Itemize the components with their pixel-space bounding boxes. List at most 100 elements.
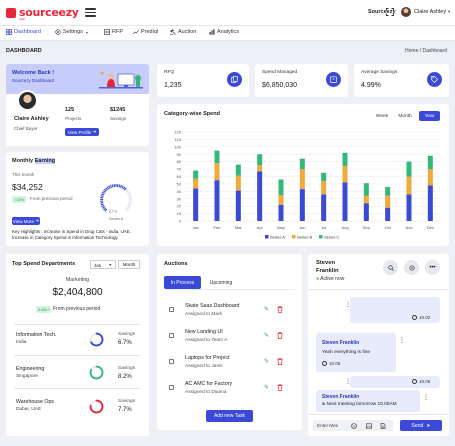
bar-segment[interactable] [235, 190, 241, 221]
bar-segment[interactable] [385, 195, 391, 208]
bar-segment[interactable] [363, 195, 369, 204]
auction-item[interactable]: AC AMC for Factory Assigned to Dianna ✎ [157, 378, 302, 404]
task-checkbox[interactable] [169, 385, 174, 390]
bar-segment[interactable] [427, 185, 433, 221]
bar-segment[interactable] [193, 188, 199, 221]
y-tick-label: 30 [177, 196, 182, 201]
nav-settings[interactable]: Settings ▾ [55, 29, 88, 35]
auction-item[interactable]: Skate Saas Dashboard Assigned to Mark ✎ [157, 300, 302, 326]
message-menu-icon[interactable]: ⋮ [345, 379, 351, 385]
bar-segment[interactable] [214, 150, 220, 164]
nav-analytics[interactable]: Analytics [209, 29, 239, 35]
message-input[interactable]: Enter Mes [313, 420, 393, 431]
tab-year[interactable]: Year [419, 111, 440, 121]
nav-prediql[interactable]: Prediql [133, 29, 158, 35]
nav-rfp[interactable]: RFP [104, 29, 123, 35]
breadcrumb-home[interactable]: Home [405, 48, 419, 54]
bar-segment[interactable] [427, 169, 433, 186]
tab-upcoming[interactable]: Upcoming [209, 279, 233, 286]
bar-segment[interactable] [406, 176, 412, 195]
savings-value: 8.2% [118, 374, 132, 380]
delete-icon[interactable] [277, 332, 283, 339]
chat-message-incoming: Steven Franklin Yeah everything is fine … [316, 333, 396, 372]
bar-segment[interactable] [257, 165, 263, 172]
tab-month[interactable]: Month [398, 113, 412, 119]
y-tick-label: 50 [177, 181, 182, 186]
delete-icon[interactable] [277, 384, 283, 391]
month-toggle[interactable]: Month [118, 260, 140, 269]
legend-label[interactable]: Series A [270, 234, 285, 239]
delete-icon[interactable] [277, 358, 283, 365]
bar-segment[interactable] [342, 166, 348, 183]
delete-icon[interactable] [277, 306, 283, 313]
bar-segment[interactable] [257, 171, 263, 221]
view-more-button[interactable]: View More ➔ [12, 217, 40, 225]
x-tick-label: Sep [363, 225, 371, 230]
bar-segment[interactable] [299, 169, 305, 190]
bar-segment[interactable] [321, 194, 327, 221]
bar-segment[interactable] [235, 175, 241, 191]
message-menu-icon[interactable]: ⋮ [399, 338, 405, 344]
image-icon[interactable] [366, 423, 372, 429]
chat-more-button[interactable]: ••• [425, 260, 440, 275]
bar-segment[interactable] [193, 178, 199, 189]
auction-item[interactable]: Laptops for Project Assigned to Janis ✎ [157, 352, 302, 378]
auction-item[interactable]: New Landing UI Assigned to Team A ✎ [157, 326, 302, 352]
bar-segment[interactable] [257, 154, 263, 166]
bar-segment[interactable] [193, 170, 199, 179]
bar-segment[interactable] [214, 163, 220, 181]
bar-segment[interactable] [427, 155, 433, 170]
bar-segment[interactable] [299, 158, 305, 170]
y-tick-label: 110 [175, 137, 182, 142]
emoji-icon[interactable] [351, 422, 357, 429]
bar-segment[interactable] [214, 180, 220, 221]
task-checkbox[interactable] [169, 333, 174, 338]
message-text: & Next meeting tomorrow 10.00AM [322, 402, 397, 407]
projects-label: Projects [65, 116, 82, 121]
nav-auction[interactable]: Auction [170, 29, 196, 35]
legend-label[interactable]: Series C [324, 234, 339, 239]
user-avatar[interactable] [401, 7, 411, 17]
gauge-tick [104, 208, 108, 212]
bar-segment[interactable] [342, 182, 348, 221]
edit-icon[interactable]: ✎ [264, 307, 270, 313]
bar-segment[interactable] [278, 195, 284, 205]
bar-segment[interactable] [321, 172, 327, 181]
edit-icon[interactable]: ✎ [264, 359, 270, 365]
bar-segment[interactable] [385, 207, 391, 221]
bar-segment[interactable] [363, 183, 369, 196]
legend-label[interactable]: Series B [297, 234, 312, 239]
task-checkbox[interactable] [169, 359, 174, 364]
bar-segment[interactable] [299, 189, 305, 221]
bar-segment[interactable] [406, 194, 412, 221]
chat-settings-button[interactable] [404, 260, 419, 275]
edit-icon[interactable]: ✎ [264, 385, 270, 391]
hamburger-menu-icon[interactable] [85, 8, 96, 17]
bar-segment[interactable] [278, 204, 284, 221]
message-menu-icon[interactable]: ⋮ [345, 302, 351, 308]
user-menu[interactable]: Claire Ashley▼ [414, 9, 451, 15]
tab-in-process[interactable]: In Process [164, 276, 201, 289]
add-task-button[interactable]: Add new Task [206, 410, 253, 422]
fullscreen-icon[interactable] [386, 8, 394, 16]
bar-segment[interactable] [363, 203, 369, 221]
bar-segment[interactable] [321, 180, 327, 195]
edit-icon[interactable]: ✎ [264, 333, 270, 339]
nav-dashboard[interactable]: Dashboard [6, 29, 41, 35]
message-menu-icon[interactable]: ⋮ [423, 395, 429, 401]
task-checkbox[interactable] [169, 307, 174, 312]
month-select[interactable]: Jan ▼ [90, 260, 116, 269]
savings-ring [89, 399, 104, 414]
brand-logo[interactable]: sourceezy GEP [6, 6, 79, 21]
bar-segment[interactable] [342, 152, 348, 167]
view-profile-button[interactable]: View Profile ➔ [65, 128, 99, 136]
file-icon[interactable] [380, 422, 386, 429]
bar-segment[interactable] [406, 161, 412, 177]
send-button[interactable]: Send ➤ [400, 420, 442, 431]
bar-segment[interactable] [278, 179, 284, 196]
chat-search-button[interactable] [383, 260, 398, 275]
y-tick-label: 70 [177, 167, 182, 172]
tab-week[interactable]: Week [375, 113, 389, 119]
bar-segment[interactable] [235, 164, 241, 176]
bar-segment[interactable] [385, 186, 391, 196]
